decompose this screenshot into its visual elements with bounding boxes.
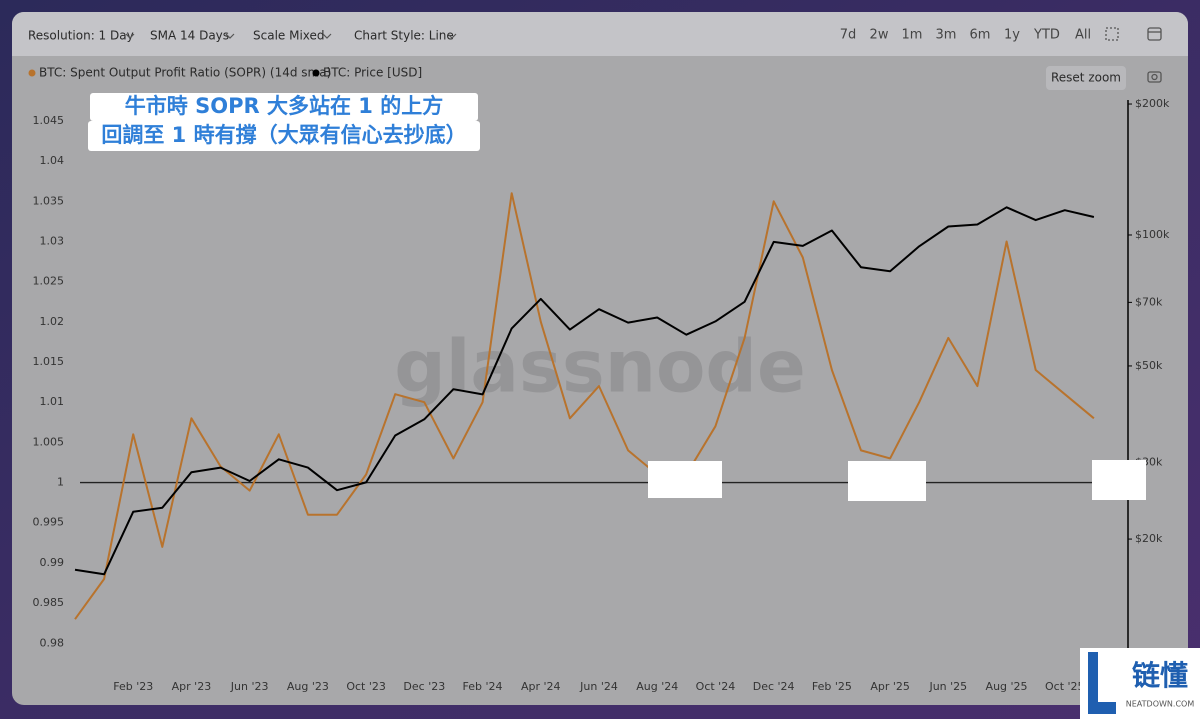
y-tick-label: 1.03 xyxy=(40,234,65,247)
card xyxy=(12,12,1188,705)
plot: 0.98 0.985 0.99 0.995 1 1.005 1.01 1.015 1.02 1.0… xyxy=(28,66,1170,693)
annotation-box xyxy=(88,121,480,151)
y-tick-label: 1.045 xyxy=(33,114,65,127)
y-tick-label: 1.02 xyxy=(40,315,65,328)
x-tick-label: Jun '25 xyxy=(928,680,967,693)
legend-swatch xyxy=(28,69,36,77)
control[interactable]: SMA 14 Days xyxy=(150,29,229,43)
annotation: 牛市時 SOPR 大多站在 1 的上方 xyxy=(125,94,443,118)
x-tick-label: Feb '23 xyxy=(113,680,153,693)
range-button[interactable]: All xyxy=(1075,28,1091,43)
x-tick-label: Aug '23 xyxy=(287,680,329,693)
y-tick-label: 0.995 xyxy=(33,516,65,529)
control[interactable]: Scale Mixed xyxy=(253,29,325,43)
range-button[interactable]: YTD xyxy=(1033,28,1060,43)
y2-tick-label: $20k xyxy=(1135,532,1163,545)
x-tick-label: Oct '25 xyxy=(1045,680,1085,693)
series-line xyxy=(74,206,1095,576)
control[interactable]: Chart Style: Line xyxy=(354,29,454,43)
y-tick-label: 0.98 xyxy=(40,636,65,649)
legend-label: BTC: Price [USD] xyxy=(323,66,422,80)
y2-tick-label: $100k xyxy=(1135,228,1170,241)
x-tick-label: Jun '23 xyxy=(230,680,269,693)
icons[interactable] xyxy=(1105,27,1162,83)
range-button[interactable]: 3m xyxy=(936,28,957,43)
y2-tick-label: $70k xyxy=(1135,295,1163,308)
y2-tick-label: $200k xyxy=(1135,97,1170,110)
y-tick-label: 1.025 xyxy=(33,275,65,288)
x-tick-label: Oct '23 xyxy=(346,680,386,693)
legend-label: BTC: Spent Output Profit Ratio (SOPR) (1… xyxy=(39,66,331,80)
x-tick-label: Jun '24 xyxy=(579,680,618,693)
x-tick-label: Aug '24 xyxy=(636,680,678,693)
x-tick-label: Dec '24 xyxy=(753,680,795,693)
x-tick-label: Apr '24 xyxy=(521,680,561,693)
x-tick-label: Feb '25 xyxy=(812,680,852,693)
x-tick-label: Dec '23 xyxy=(403,680,445,693)
reset-label[interactable]: Reset zoom xyxy=(1051,71,1121,85)
x-tick-label: Apr '23 xyxy=(172,680,212,693)
y-tick-label: 0.985 xyxy=(33,596,65,609)
logo-name: 链懂 xyxy=(1132,659,1188,692)
range-button[interactable]: 2w xyxy=(870,28,889,43)
y-tick-label: 1.005 xyxy=(33,435,65,448)
x-tick-label: Feb '24 xyxy=(463,680,503,693)
chevrons xyxy=(125,33,457,39)
y-tick-label: 1.015 xyxy=(33,355,65,368)
y-tick-label: 0.99 xyxy=(40,556,65,569)
watermark: glassnode xyxy=(394,325,806,409)
range-button[interactable]: 6m xyxy=(970,28,991,43)
y-tick-label: 1.035 xyxy=(33,194,65,207)
reset-button[interactable] xyxy=(1046,66,1126,90)
x-tick-label: Aug '25 xyxy=(986,680,1028,693)
control[interactable]: Resolution: 1 Day xyxy=(28,29,134,43)
highlights xyxy=(648,460,1146,501)
legend-swatch xyxy=(312,69,320,77)
logo-site: NEATDOWN.COM xyxy=(1126,700,1195,709)
x-tick-label: Apr '25 xyxy=(870,680,910,693)
annotation-box xyxy=(90,93,478,121)
range-button[interactable]: 1y xyxy=(1004,28,1020,43)
annotation: 回調至 1 時有撐（大眾有信心去抄底） xyxy=(101,123,466,147)
x-tick-label: Oct '24 xyxy=(696,680,736,693)
y2-tick-label: $50k xyxy=(1135,359,1163,372)
range-button[interactable]: 1m xyxy=(902,28,923,43)
y-tick-label: 1.04 xyxy=(40,154,65,167)
logo-mark xyxy=(1088,652,1116,714)
y-tick-label: 1 xyxy=(57,476,64,489)
range-button[interactable]: 7d xyxy=(840,28,857,43)
series-line xyxy=(74,192,1095,620)
y-tick-label: 1.01 xyxy=(40,395,65,408)
toolbar xyxy=(12,12,1188,56)
